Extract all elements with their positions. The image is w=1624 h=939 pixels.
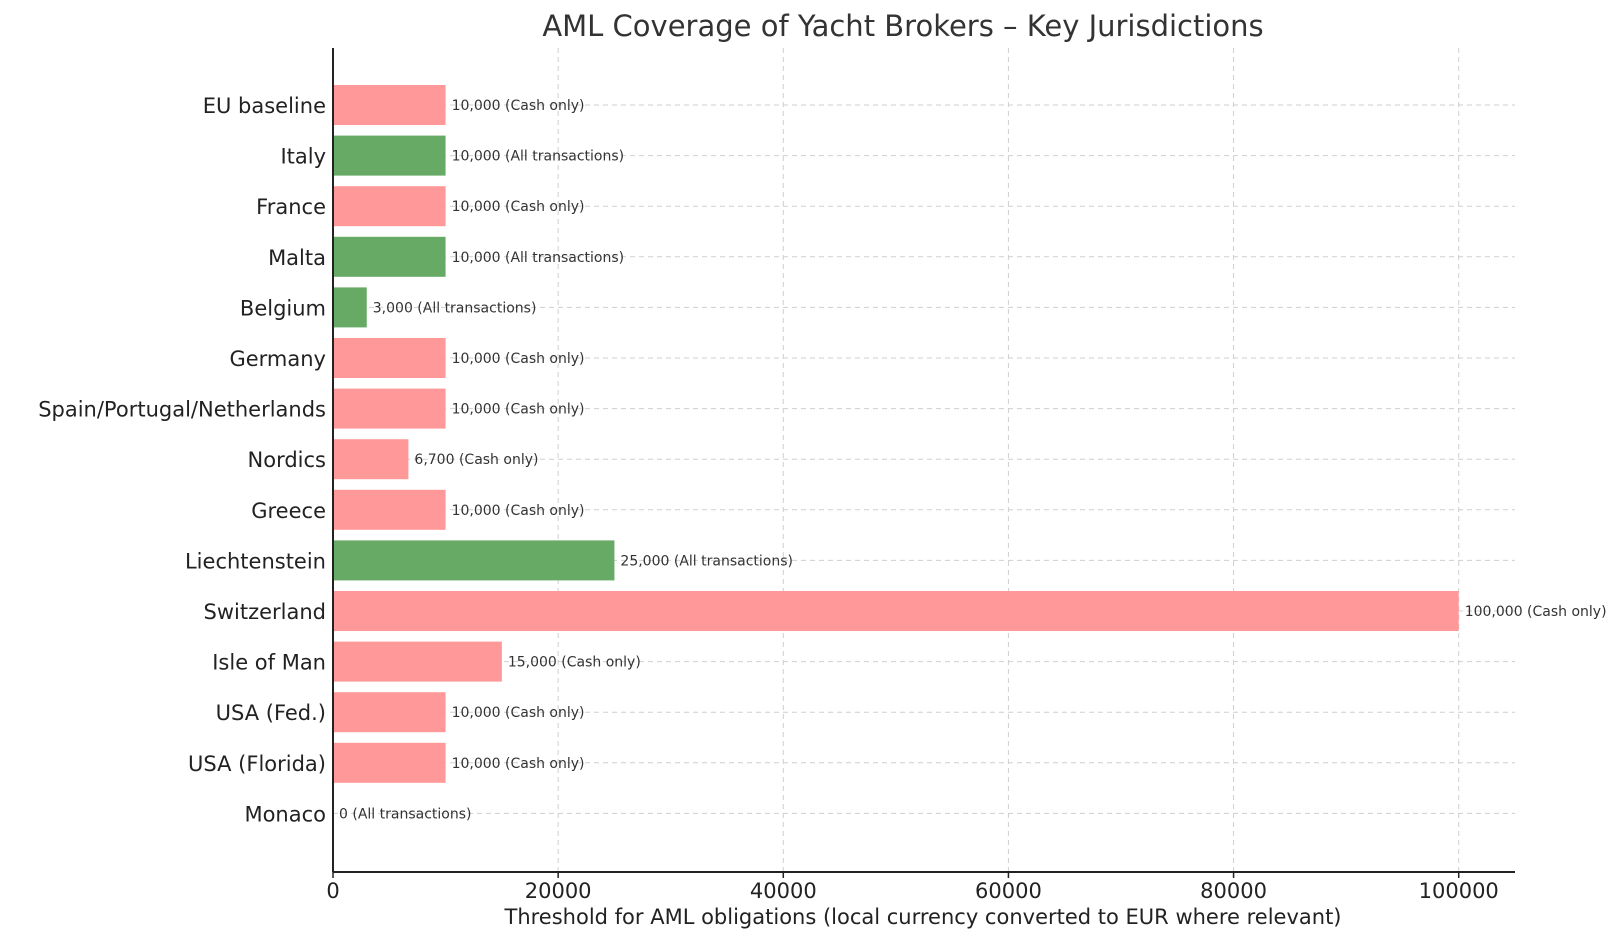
bar [333, 591, 1459, 631]
data-label: 6,700 (Cash only) [414, 452, 538, 468]
category-label: Greece [251, 499, 326, 523]
grid-layer [333, 48, 1515, 872]
x-tick-label: 80000 [1200, 879, 1267, 903]
bar [333, 692, 446, 733]
category-label: Germany [229, 347, 326, 371]
category-label: USA (Fed.) [216, 701, 326, 725]
category-label: Spain/Portugal/Netherlands [38, 398, 326, 422]
data-label: 15,000 (Cash only) [508, 655, 641, 671]
category-label: Malta [268, 246, 326, 270]
bar [333, 338, 446, 378]
category-label: Liechtenstein [185, 549, 326, 573]
x-tick-label: 40000 [750, 879, 817, 903]
data-label: 10,000 (All transactions) [452, 149, 625, 165]
bar [333, 641, 502, 682]
category-label: Nordics [248, 448, 326, 472]
data-label: 10,000 (Cash only) [452, 503, 585, 519]
data-label: 10,000 (Cash only) [452, 705, 585, 721]
category-label: Isle of Man [212, 651, 326, 675]
labels-layer: EU baseline 10,000 (Cash only) Italy 10,000… [38, 94, 1606, 826]
data-label: 3,000 (All transactions) [373, 300, 537, 316]
data-label: 10,000 (Cash only) [452, 98, 585, 114]
x-tick-label: 100000 [1419, 879, 1499, 903]
data-label: 10,000 (Cash only) [452, 756, 585, 772]
bar [333, 186, 446, 227]
bar [333, 388, 446, 429]
category-label: EU baseline [203, 94, 326, 118]
bar [333, 540, 615, 581]
bars-layer [333, 85, 1459, 783]
bar [333, 85, 446, 125]
x-tick-label: 0 [326, 879, 339, 903]
x-tick-label: 60000 [975, 879, 1042, 903]
category-label: Switzerland [204, 600, 327, 624]
data-label: 10,000 (Cash only) [452, 199, 585, 215]
x-axis-label: Threshold for AML obligations (local cur… [504, 905, 1342, 929]
chart-title: AML Coverage of Yacht Brokers – Key Juri… [542, 9, 1263, 43]
data-label: 10,000 (Cash only) [452, 402, 585, 418]
data-label: 100,000 (Cash only) [1465, 604, 1607, 620]
data-label: 25,000 (All transactions) [620, 553, 793, 569]
data-label: 10,000 (All transactions) [452, 250, 625, 266]
category-label: France [256, 195, 326, 219]
bar [333, 489, 446, 530]
bar [333, 742, 446, 783]
category-label: Italy [280, 145, 326, 169]
bar [333, 287, 367, 328]
bar [333, 135, 446, 176]
data-label: 0 (All transactions) [339, 806, 471, 822]
bar [333, 439, 409, 480]
category-label: Belgium [240, 296, 326, 320]
data-label: 10,000 (Cash only) [452, 351, 585, 367]
axes-layer: 0 20000 40000 60000 80000 100000 [326, 48, 1515, 903]
x-tick-label: 20000 [525, 879, 592, 903]
category-label: Monaco [244, 802, 326, 826]
category-label: USA (Florida) [188, 752, 326, 776]
bar [333, 236, 446, 277]
